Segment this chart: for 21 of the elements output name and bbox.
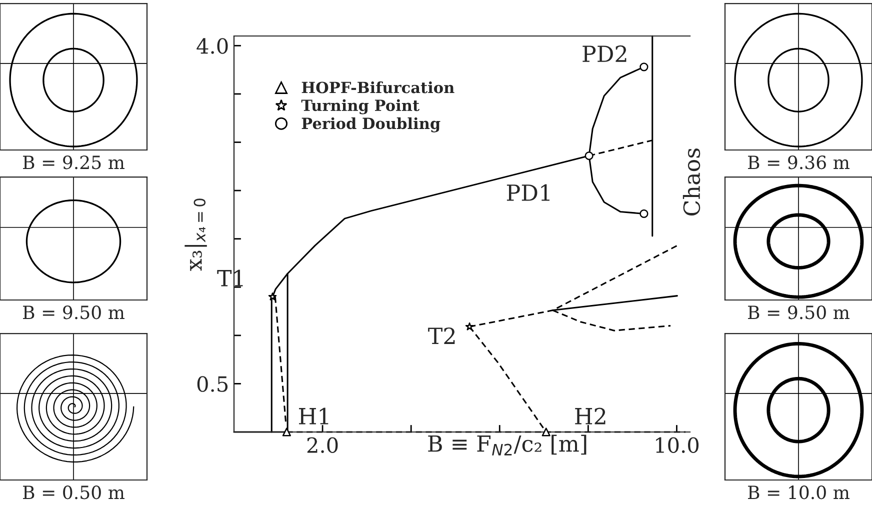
text: B = 0.50 m	[23, 486, 124, 500]
text: B = 9.50 m	[748, 306, 850, 320]
annotation: H1	[299, 408, 328, 424]
y-tick-label: 4.0	[196, 38, 228, 54]
x-axis-title: B ≡ F$_{N2}$/c₂ [m]	[428, 434, 586, 456]
text: B = 9.36 m	[748, 156, 850, 170]
annotation: T2	[428, 327, 455, 344]
legend-label: Period Doubling	[302, 117, 440, 132]
annotation: PD2	[582, 45, 626, 62]
y-tick-label: 0.5	[197, 376, 228, 392]
text: B = 9.25 m	[23, 156, 124, 170]
legend-label: HOPF-Bifurcation	[302, 81, 454, 94]
annotation: Chaos	[682, 148, 700, 216]
y-axis-title: x₃|$_{x₄=0}$	[184, 198, 207, 271]
legend-label: Turning Point	[301, 99, 420, 114]
x-tick-label: 2.0	[307, 437, 338, 453]
text: B = 10.0 m	[748, 486, 850, 500]
text: B = 9.50 m	[23, 306, 124, 320]
annotation: H2	[575, 408, 606, 424]
annotation: PD1	[506, 184, 550, 201]
x-tick-label: 10.0	[656, 437, 699, 453]
